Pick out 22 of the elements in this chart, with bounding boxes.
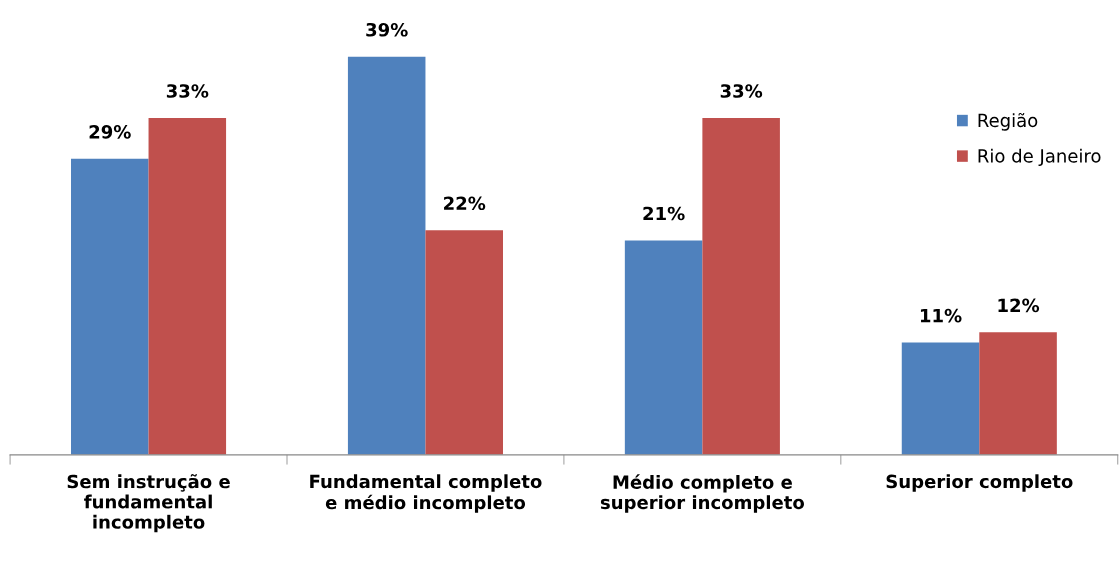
- data-label: 39%: [366, 22, 408, 37]
- legend-label: Rio de Janeiro: [978, 148, 1101, 167]
- legend-label: Região: [978, 112, 1038, 131]
- x-tick-label: Sem instrução e fundamental incompleto: [67, 474, 230, 533]
- x-tick-label: Médio completo e superior incompleto: [600, 474, 805, 513]
- data-label: 22%: [444, 196, 486, 211]
- bar: [901, 342, 980, 455]
- bar: [71, 158, 149, 455]
- x-tick-label: Fundamental completo e médio incompleto: [310, 474, 542, 513]
- data-label: 33%: [720, 84, 763, 98]
- bar: [979, 332, 1057, 455]
- data-label: 12%: [998, 298, 1040, 313]
- bar: [425, 230, 503, 455]
- bar: [624, 240, 703, 455]
- data-label: 11%: [920, 308, 962, 323]
- bar: [702, 118, 780, 455]
- x-tick-label: Superior completo: [886, 474, 1073, 492]
- data-label: 33%: [166, 84, 209, 98]
- data-label: 29%: [89, 125, 131, 139]
- bar: [347, 56, 426, 455]
- data-label: 21%: [643, 206, 685, 221]
- bar: [148, 118, 227, 455]
